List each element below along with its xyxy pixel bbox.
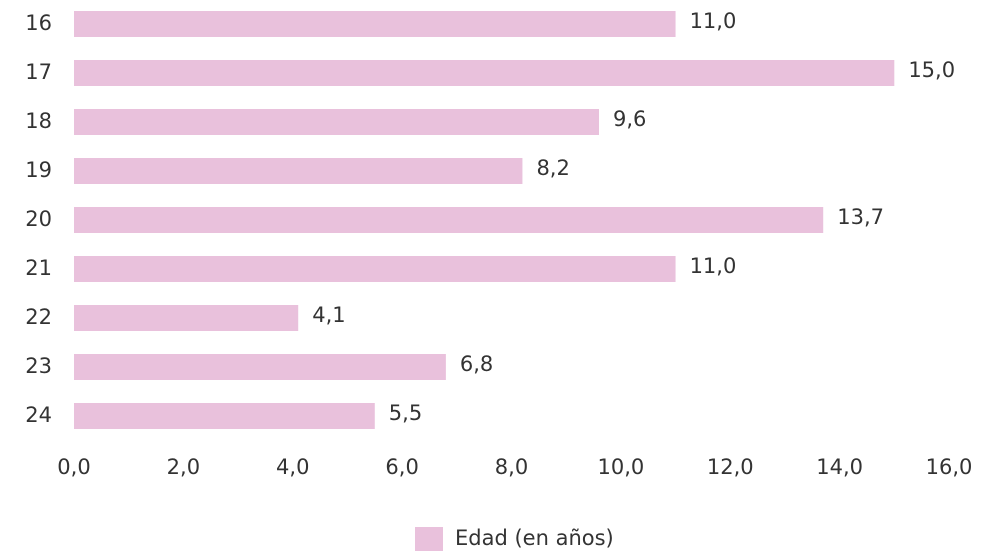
y-tick-label: 20 xyxy=(25,207,52,231)
y-tick-label: 19 xyxy=(25,158,52,182)
value-label: 13,7 xyxy=(837,205,884,229)
bar xyxy=(74,60,895,86)
y-tick-label: 21 xyxy=(25,256,52,280)
legend-label: Edad (en años) xyxy=(455,526,614,550)
x-tick-label: 0,0 xyxy=(57,455,90,479)
x-tick-label: 6,0 xyxy=(385,455,418,479)
value-label: 11,0 xyxy=(690,9,737,33)
value-label: 9,6 xyxy=(613,107,646,131)
bar xyxy=(74,11,676,37)
y-tick-label: 22 xyxy=(25,305,52,329)
value-label: 4,1 xyxy=(312,303,345,327)
value-label: 5,5 xyxy=(389,401,422,425)
value-label: 15,0 xyxy=(908,58,955,82)
y-tick-label: 18 xyxy=(25,109,52,133)
bar xyxy=(74,256,676,282)
bar xyxy=(74,207,824,233)
bar xyxy=(74,354,446,380)
x-tick-label: 14,0 xyxy=(816,455,863,479)
value-label: 8,2 xyxy=(536,156,569,180)
y-tick-label: 17 xyxy=(25,60,52,84)
y-tick-label: 16 xyxy=(25,11,52,35)
y-tick-label: 23 xyxy=(25,354,52,378)
value-label: 11,0 xyxy=(690,254,737,278)
x-tick-label: 12,0 xyxy=(707,455,754,479)
x-tick-label: 10,0 xyxy=(597,455,644,479)
value-label: 6,8 xyxy=(460,352,493,376)
bar xyxy=(74,403,375,429)
x-tick-label: 2,0 xyxy=(167,455,200,479)
y-tick-label: 24 xyxy=(25,403,52,427)
legend-swatch xyxy=(415,527,443,551)
x-tick-label: 8,0 xyxy=(495,455,528,479)
bar xyxy=(74,305,299,331)
x-tick-label: 4,0 xyxy=(276,455,309,479)
x-tick-label: 16,0 xyxy=(926,455,973,479)
bar xyxy=(74,158,523,184)
bar xyxy=(74,109,599,135)
